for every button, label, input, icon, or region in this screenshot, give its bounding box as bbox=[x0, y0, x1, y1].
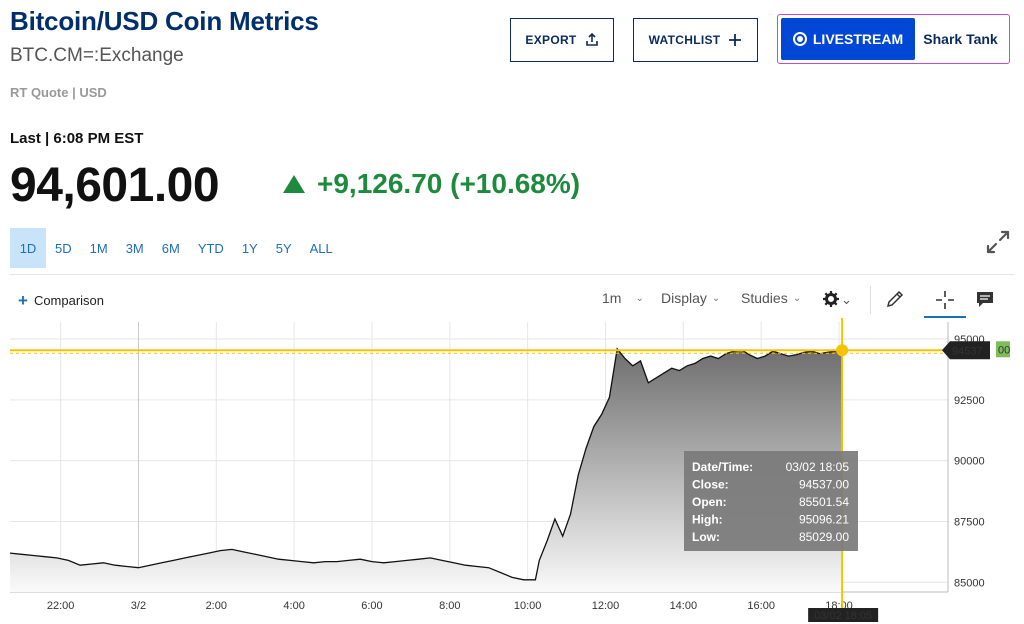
pencil-icon bbox=[885, 289, 905, 312]
y-tick-label: 85000 bbox=[954, 577, 985, 589]
share-icon bbox=[585, 33, 599, 47]
tooltip-label: High: bbox=[692, 513, 723, 527]
chevron-down-icon: ⌄ bbox=[792, 292, 802, 304]
x-tick-label: 4:00 bbox=[283, 600, 304, 612]
range-button-5y[interactable]: 5Y bbox=[275, 240, 292, 256]
page-title: Bitcoin/USD Coin Metrics bbox=[10, 6, 319, 36]
x-tick-label: 12:00 bbox=[592, 600, 620, 612]
draw-button[interactable] bbox=[880, 286, 910, 314]
x-tick-label: 22:00 bbox=[47, 600, 75, 612]
interval-label: 1m bbox=[602, 290, 622, 306]
last-price: 94,601.00 bbox=[10, 159, 220, 212]
price-tag bbox=[942, 341, 990, 360]
studies-dropdown[interactable]: Studies ⌄ bbox=[741, 290, 801, 306]
price-line bbox=[9, 347, 843, 581]
range-button-6m[interactable]: 6M bbox=[161, 240, 180, 256]
settings-dropdown[interactable]: ⌄ bbox=[822, 286, 852, 314]
range-button-5d[interactable]: 5D bbox=[55, 240, 72, 256]
chevron-down-icon: ⌄ bbox=[635, 292, 644, 304]
price-tag-text: 94537 bbox=[952, 345, 983, 357]
comparison-button[interactable]: + Comparison bbox=[18, 290, 105, 310]
range-button-1m[interactable]: 1M bbox=[89, 240, 108, 256]
crosshair-dot bbox=[836, 344, 849, 357]
x-axis: 22:00 3/2 2:00 4:00 6:00 8:00 10:00 12:00 14:00 1… bbox=[47, 600, 853, 612]
chart-toolbar: + Comparison 1m ⌄ Display ⌄ Studies ⌄ ⌄ bbox=[0, 286, 1024, 318]
rt-quote-label: RT Quote | USD bbox=[10, 85, 107, 100]
price-tag-green-text: 00 bbox=[998, 344, 1010, 356]
export-button[interactable]: EXPORT bbox=[510, 18, 614, 62]
x-tick-label: 10:00 bbox=[514, 600, 542, 612]
tooltip-label: Date/Time: bbox=[692, 460, 753, 474]
tooltip-label: Low: bbox=[692, 530, 720, 544]
plus-icon bbox=[728, 33, 742, 47]
studies-label: Studies bbox=[741, 290, 788, 306]
tooltip-value: 85501.54 bbox=[799, 495, 849, 509]
display-label: Display bbox=[661, 290, 707, 306]
x-tick-label: 8:00 bbox=[439, 600, 460, 612]
price-change-value: +9,126.70 (+10.68%) bbox=[317, 168, 581, 199]
chevron-down-icon: ⌄ bbox=[711, 292, 721, 304]
plus-icon: + bbox=[18, 290, 28, 310]
chevron-down-icon: ⌄ bbox=[841, 292, 852, 307]
price-area bbox=[10, 348, 843, 592]
price-chart[interactable]: 22:00 3/2 2:00 4:00 6:00 8:00 10:00 12:00 14:00 1… bbox=[0, 318, 1024, 624]
x-tick-label: 2:00 bbox=[206, 600, 227, 612]
tooltip-label: Close: bbox=[692, 478, 729, 492]
range-button-1d[interactable]: 1D bbox=[10, 228, 46, 268]
livestream-widget: LIVESTREAM Shark Tank bbox=[777, 14, 1010, 64]
expand-icon[interactable] bbox=[984, 228, 1012, 256]
crosshair: 00 94537 03/02 18:05 bbox=[10, 318, 1010, 622]
y-tick-label: 87500 bbox=[954, 516, 985, 528]
up-arrow-icon bbox=[283, 175, 305, 193]
y-tick-label: 90000 bbox=[954, 456, 985, 468]
price-change: +9,126.70 (+10.68%) bbox=[283, 168, 580, 200]
tooltip-value: 85029.00 bbox=[799, 530, 849, 544]
time-tag bbox=[808, 608, 879, 622]
x-tick-label: 16:00 bbox=[747, 600, 775, 612]
time-tag-text: 03/02 18:05 bbox=[814, 610, 872, 622]
x-tick-label: 6:00 bbox=[361, 600, 382, 612]
x-tick-label: 3/2 bbox=[131, 600, 146, 612]
tooltip-value: 03/02 18:05 bbox=[786, 460, 850, 474]
gear-icon bbox=[822, 290, 840, 311]
tooltip-box bbox=[684, 451, 858, 551]
y-tick-label: 92500 bbox=[954, 395, 985, 407]
livestream-button[interactable]: LIVESTREAM bbox=[781, 18, 915, 60]
data-tooltip: Date/Time: 03/02 18:05 Close: 94537.00 Open:… bbox=[684, 451, 858, 551]
comment-icon bbox=[975, 290, 995, 311]
range-button-all[interactable]: ALL bbox=[309, 240, 333, 256]
tooltip-value: 95096.21 bbox=[799, 513, 849, 527]
interval-dropdown[interactable]: 1m ⌄ bbox=[602, 290, 644, 306]
watchlist-label: WATCHLIST bbox=[648, 33, 721, 47]
divider bbox=[10, 274, 1014, 275]
livestream-label: LIVESTREAM bbox=[812, 31, 904, 47]
crosshair-button[interactable] bbox=[924, 286, 966, 318]
live-dot-icon bbox=[792, 32, 807, 46]
range-button-ytd[interactable]: YTD bbox=[197, 240, 224, 256]
price-tag-green bbox=[996, 341, 1010, 358]
x-tick-label: 14:00 bbox=[670, 600, 698, 612]
show-link[interactable]: Shark Tank bbox=[923, 31, 998, 47]
display-dropdown[interactable]: Display ⌄ bbox=[661, 290, 720, 306]
toolbar-divider bbox=[870, 286, 871, 314]
export-label: EXPORT bbox=[525, 33, 577, 47]
watchlist-button[interactable]: WATCHLIST bbox=[633, 18, 758, 62]
tooltip-label: Open: bbox=[692, 495, 727, 509]
symbol-subtitle: BTC.CM=:Exchange bbox=[10, 45, 184, 66]
comment-button[interactable] bbox=[970, 286, 1000, 314]
range-button-3m[interactable]: 3M bbox=[125, 240, 144, 256]
range-button-1y[interactable]: 1Y bbox=[241, 240, 258, 256]
last-trade-label: Last | 6:08 PM EST bbox=[10, 130, 144, 147]
comparison-label: Comparison bbox=[33, 293, 105, 308]
tooltip-value: 94537.00 bbox=[799, 478, 849, 492]
crosshair-icon bbox=[935, 290, 955, 313]
range-selector: 1D 5D 1M 3M 6M YTD 1Y 5Y ALL bbox=[10, 228, 342, 268]
